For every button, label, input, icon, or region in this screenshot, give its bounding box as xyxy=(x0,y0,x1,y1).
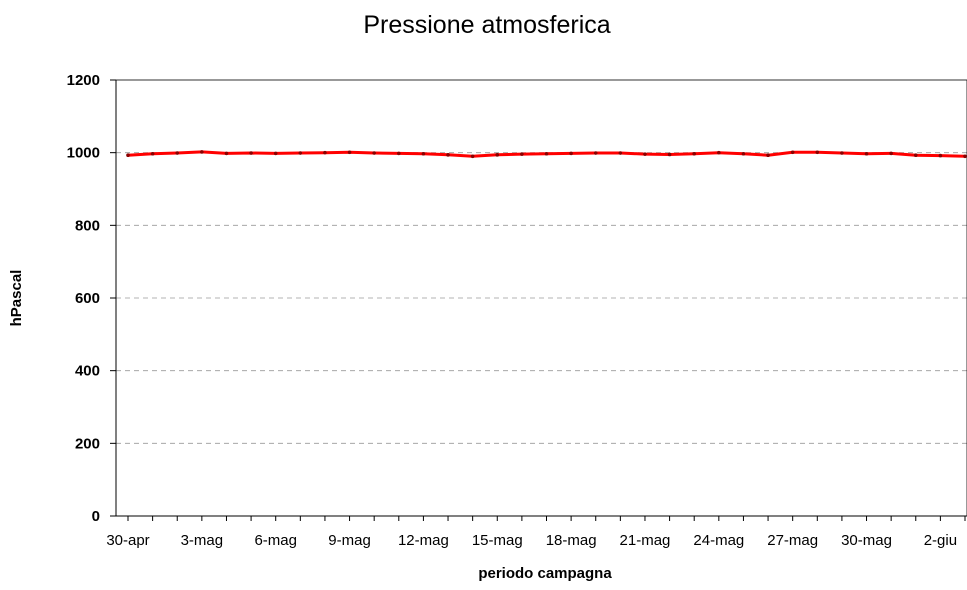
data-point xyxy=(618,151,623,155)
data-point xyxy=(692,151,697,156)
data-point xyxy=(643,152,647,156)
x-tick-label: 15-mag xyxy=(472,532,523,549)
y-tick-label: 800 xyxy=(75,217,100,234)
x-tick-label: 24-mag xyxy=(693,532,744,549)
data-point xyxy=(766,153,770,158)
y-tick-label: 200 xyxy=(75,435,100,452)
data-point xyxy=(273,151,278,156)
x-tick-label: 12-mag xyxy=(398,532,449,549)
data-point xyxy=(224,151,229,156)
data-point xyxy=(593,151,598,155)
x-tick-label: 3-mag xyxy=(181,532,224,549)
data-point xyxy=(249,151,253,155)
data-point xyxy=(495,153,500,157)
x-tick-label: 2-giu xyxy=(924,532,957,549)
x-axis-label: periodo campagna xyxy=(478,565,612,582)
x-tick-label: 21-mag xyxy=(620,532,671,549)
y-tick-label: 600 xyxy=(75,290,100,307)
y-ticks: 0 200 400 600 800 1000 1200 xyxy=(67,72,116,525)
data-point xyxy=(667,152,672,157)
data-point xyxy=(200,150,204,154)
data-point xyxy=(790,150,795,155)
data-point xyxy=(372,151,376,155)
x-tick-label: 27-mag xyxy=(767,532,818,549)
x-ticks: 30-apr 3-mag 6-mag 9-mag 12-mag 15-mag 18-mag 2… xyxy=(106,516,966,549)
gridlines xyxy=(116,152,967,444)
data-point xyxy=(520,152,524,156)
data-point xyxy=(544,151,549,156)
data-point xyxy=(396,151,401,156)
y-axis-label: hPascal xyxy=(8,270,25,327)
y-tick-label: 1200 xyxy=(67,72,100,89)
data-point xyxy=(938,153,943,158)
data-point xyxy=(864,151,869,156)
data-point xyxy=(175,151,180,155)
data-point xyxy=(569,151,573,156)
x-tick-label: 18-mag xyxy=(546,532,597,549)
data-point xyxy=(913,153,918,158)
data-point xyxy=(741,151,746,156)
data-point xyxy=(470,154,475,159)
y-tick-label: 1000 xyxy=(67,145,100,162)
data-point xyxy=(963,154,967,159)
y-tick-label: 0 xyxy=(92,508,100,525)
data-point xyxy=(298,151,303,155)
data-point xyxy=(323,150,327,155)
data-point xyxy=(347,150,352,155)
series xyxy=(126,150,967,159)
x-tick-label: 30-apr xyxy=(106,532,149,549)
y-tick-label: 400 xyxy=(75,363,100,380)
data-point xyxy=(421,151,426,156)
data-point xyxy=(889,151,893,156)
x-tick-label: 6-mag xyxy=(254,532,297,549)
x-tick-label: 30-mag xyxy=(841,532,892,549)
data-point xyxy=(126,153,130,158)
chart-title: Pressione atmosferica xyxy=(363,11,610,39)
data-point xyxy=(446,153,450,157)
data-point xyxy=(815,150,820,155)
data-point xyxy=(150,151,155,156)
data-point xyxy=(717,150,721,155)
x-tick-label: 9-mag xyxy=(328,532,371,549)
data-point xyxy=(840,151,844,155)
